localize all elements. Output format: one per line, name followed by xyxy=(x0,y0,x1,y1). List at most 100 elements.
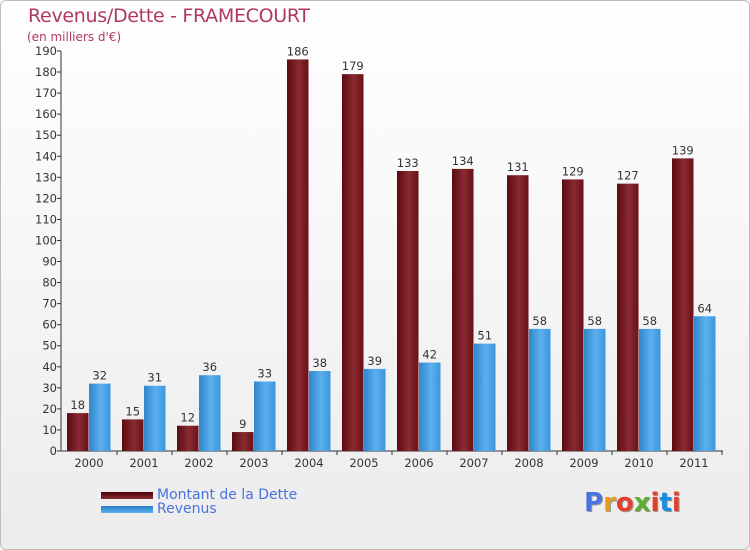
bar-revenus xyxy=(419,362,441,451)
y-tick-label: 120 xyxy=(35,191,57,205)
value-label: 133 xyxy=(397,156,419,170)
value-label: 32 xyxy=(92,369,107,383)
value-label: 64 xyxy=(697,301,712,315)
y-tick-label: 10 xyxy=(42,423,57,437)
x-tick-label: 2011 xyxy=(679,456,708,470)
x-tick-label: 2003 xyxy=(239,456,268,470)
value-label: 134 xyxy=(452,154,474,168)
bar-revenus xyxy=(694,316,716,451)
value-label: 42 xyxy=(422,348,437,362)
chart-subtitle: (en milliers d'€) xyxy=(27,30,122,44)
bar-revenus xyxy=(639,328,661,451)
legend-item-debt: Montant de la Dette xyxy=(101,487,297,503)
bar-dette xyxy=(67,413,89,451)
bar-dette xyxy=(672,158,694,452)
bar-dette xyxy=(562,179,584,451)
x-tick-label: 2004 xyxy=(294,456,323,470)
bar-revenus xyxy=(474,343,496,451)
x-tick-label: 2010 xyxy=(624,456,653,470)
value-label: 179 xyxy=(342,59,364,73)
value-label: 186 xyxy=(287,44,309,58)
bar-dette xyxy=(342,74,364,451)
y-tick-label: 50 xyxy=(42,339,57,353)
bar-dette xyxy=(287,59,309,451)
x-tick-label: 2000 xyxy=(74,456,103,470)
y-tick-label: 110 xyxy=(35,212,57,226)
y-tick-label: 100 xyxy=(35,233,57,247)
bar-revenus xyxy=(529,328,551,451)
bar-revenus xyxy=(309,371,331,451)
chart-title: Revenus/Dette - FRAMECOURT xyxy=(28,5,310,27)
x-tick-label: 2006 xyxy=(404,456,433,470)
value-label: 31 xyxy=(147,371,162,385)
value-label: 36 xyxy=(202,360,217,374)
bars xyxy=(67,59,716,452)
bar-revenus xyxy=(254,381,276,451)
value-label: 58 xyxy=(587,314,602,328)
legend-label-debt: Montant de la Dette xyxy=(157,487,298,503)
value-label: 9 xyxy=(239,417,246,431)
value-label: 39 xyxy=(367,354,382,368)
value-label: 12 xyxy=(180,411,195,425)
bar-dette xyxy=(232,432,254,451)
logo-letter: o xyxy=(615,488,634,518)
value-label: 139 xyxy=(672,143,694,157)
value-label: 51 xyxy=(477,329,492,343)
axes: 0 10 20 30 40 50 60 70 80 90 100 110 120 130 140 150 160… xyxy=(35,44,723,470)
y-tick-label: 80 xyxy=(42,276,57,290)
y-tick-label: 60 xyxy=(42,318,57,332)
value-label: 18 xyxy=(70,398,85,412)
x-tick-label: 2002 xyxy=(184,456,213,470)
legend-item-revenus: Revenus xyxy=(101,501,217,517)
bar-revenus xyxy=(584,328,606,451)
x-tick-label: 2005 xyxy=(349,456,378,470)
logo-letter: t xyxy=(659,488,672,518)
bar-revenus xyxy=(199,375,221,451)
x-tick-label: 2007 xyxy=(459,456,488,470)
value-label: 15 xyxy=(125,404,140,418)
value-label: 33 xyxy=(257,367,272,381)
logo-letter: i xyxy=(650,488,660,518)
logo-letter: x xyxy=(633,488,651,518)
logo-letter: P xyxy=(584,488,604,518)
y-tick-label: 160 xyxy=(35,107,57,121)
bar-dette xyxy=(397,171,419,451)
y-tick-label: 150 xyxy=(35,128,57,142)
value-label: 38 xyxy=(312,356,327,370)
bar-dette xyxy=(452,168,474,452)
value-label: 127 xyxy=(617,169,639,183)
legend-swatch-debt xyxy=(101,491,153,499)
logo-letter: r xyxy=(603,488,616,518)
y-tick-label: 130 xyxy=(35,170,57,184)
y-tick-label: 190 xyxy=(35,44,57,58)
y-tick-label: 0 xyxy=(50,444,57,458)
value-label: 131 xyxy=(507,160,529,174)
y-tick-label: 180 xyxy=(35,65,57,79)
y-tick-label: 140 xyxy=(35,149,57,163)
value-label: 58 xyxy=(642,314,657,328)
proxiti-logo: Proxiti xyxy=(584,488,681,518)
legend-label-revenus: Revenus xyxy=(157,501,217,517)
x-tick-label: 2009 xyxy=(569,456,598,470)
bar-dette xyxy=(617,183,639,451)
x-tick-label: 2001 xyxy=(129,456,158,470)
legend-swatch-revenus xyxy=(101,505,153,513)
y-tick-label: 30 xyxy=(42,381,57,395)
y-tick-label: 20 xyxy=(42,402,57,416)
bar-revenus xyxy=(89,383,111,451)
bar-dette xyxy=(122,419,144,451)
bar-revenus xyxy=(364,368,386,451)
value-label: 58 xyxy=(532,314,547,328)
bar-dette xyxy=(507,175,529,452)
y-tick-label: 90 xyxy=(42,255,57,269)
bar-dette xyxy=(177,425,199,451)
y-tick-label: 70 xyxy=(42,297,57,311)
value-label: 129 xyxy=(562,164,584,178)
y-tick-label: 40 xyxy=(42,360,57,374)
x-tick-label: 2008 xyxy=(514,456,543,470)
logo-letter: i xyxy=(671,488,681,518)
y-tick-label: 170 xyxy=(35,86,57,100)
